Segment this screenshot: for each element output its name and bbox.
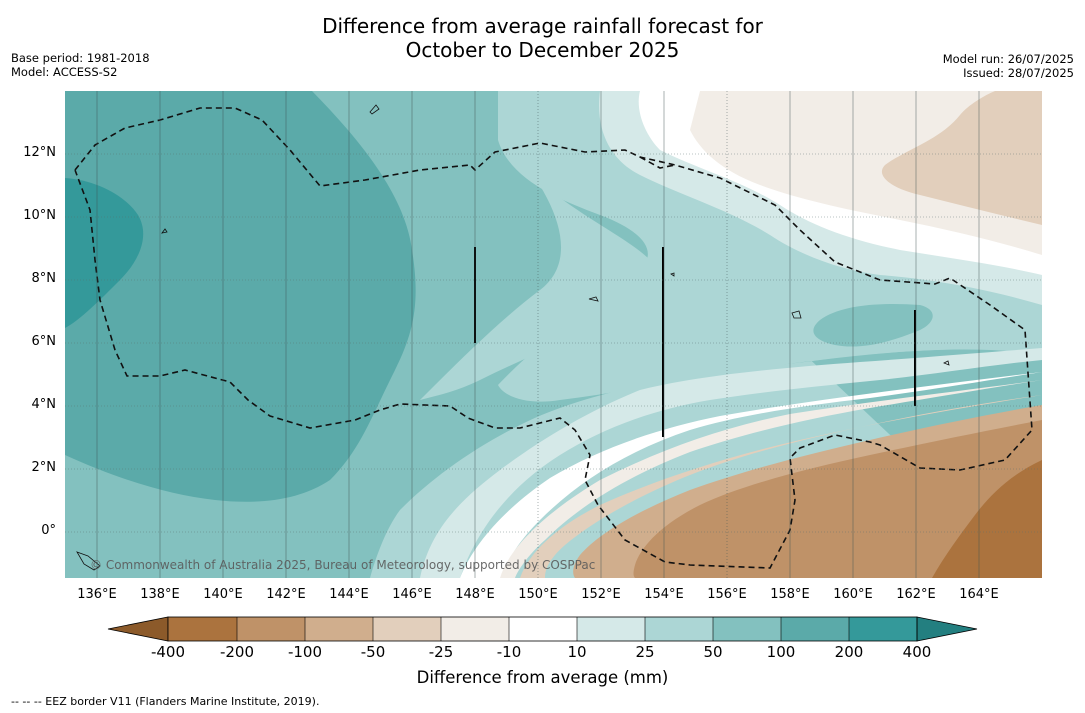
- colorbar-tick-neg100: -100: [287, 643, 323, 661]
- colorbar-swatch-2: [237, 617, 305, 641]
- eez-footnote: -- -- -- EEZ border V11 (Flanders Marine…: [11, 695, 320, 708]
- lon-label-156e: 156°E: [707, 587, 747, 602]
- colorbar-swatch-4: [373, 617, 441, 641]
- island-marks: [76, 104, 950, 571]
- graticule: [65, 153, 1042, 533]
- colorbar-swatch-3: [305, 617, 373, 641]
- lon-label-162e: 162°E: [896, 587, 936, 602]
- colorbar-swatch-1: [168, 617, 237, 641]
- lon-label-140e: 140°E: [203, 587, 243, 602]
- meta-left: Base period: 1981-2018 Model: ACCESS-S2: [11, 51, 150, 79]
- lat-label-8n: 8°N: [31, 271, 57, 286]
- copyright-notice: © Commonwealth of Australia 2025, Bureau…: [90, 558, 596, 572]
- contour-band-gt-400: [65, 178, 144, 328]
- lon-label-160e: 160°E: [833, 587, 873, 602]
- base-period: Base period: 1981-2018: [11, 51, 150, 65]
- colorbar-extend-low: [107, 616, 169, 642]
- colorbar-tick-200: 200: [834, 643, 864, 661]
- title-line-1: Difference from average rainfall forecas…: [322, 14, 763, 38]
- contour-band-200-400: [65, 91, 416, 502]
- rainfall-map-area: [65, 91, 1042, 578]
- colorbar-swatch-10: [781, 617, 849, 641]
- title-line-2: October to December 2025: [405, 38, 680, 62]
- colorbar-swatch-6: [509, 617, 577, 641]
- lat-label-12n: 12°N: [23, 145, 56, 160]
- contour-band-neg100-neg200: [633, 420, 1042, 578]
- lat-label-10n: 10°N: [23, 208, 56, 223]
- model-name: Model: ACCESS-S2: [11, 65, 118, 79]
- lon-label-138e: 138°E: [140, 587, 180, 602]
- meridians: [96, 91, 980, 578]
- contour-band-neg10-neg25: [500, 91, 1042, 578]
- lon-label-146e: 146°E: [392, 587, 432, 602]
- colorbar-tick-50: 50: [703, 643, 723, 661]
- colorbar-tick-neg400: -400: [150, 643, 186, 661]
- colorbar-tick-25: 25: [635, 643, 655, 661]
- colorbar: [107, 616, 978, 642]
- lat-label-4n: 4°N: [31, 397, 57, 412]
- colorbar-swatch-9: [713, 617, 781, 641]
- colorbar-swatch-7: [577, 617, 645, 641]
- colorbar-extend-high: [916, 616, 978, 642]
- contour-band-100-200-small: [813, 303, 933, 347]
- contour-band-neg25-neg50: [520, 91, 1042, 578]
- lat-label-6n: 6°N: [31, 334, 57, 349]
- issued-date: Issued: 28/07/2025: [963, 66, 1074, 80]
- lat-label-0: 0°: [41, 523, 56, 538]
- colorbar-tick-neg10: -10: [496, 643, 522, 661]
- contour-band-neg200-neg400: [932, 460, 1042, 578]
- colorbar-tick-10: 10: [567, 643, 587, 661]
- eez-border: [74, 107, 1033, 569]
- colorbar-tick-neg200: -200: [219, 643, 255, 661]
- colorbar-tick-400: 400: [902, 643, 932, 661]
- model-run: Model run: 26/07/2025: [942, 52, 1074, 66]
- lon-label-142e: 142°E: [266, 587, 306, 602]
- lon-label-164e: 164°E: [959, 587, 999, 602]
- lon-label-150e: 150°E: [518, 587, 558, 602]
- colorbar-tick-neg25: -25: [428, 643, 454, 661]
- colorbar-tick-neg50: -50: [360, 643, 386, 661]
- lon-label-148e: 148°E: [455, 587, 495, 602]
- meta-right: Model run: 26/07/2025 Issued: 28/07/2025: [943, 52, 1074, 80]
- lon-label-154e: 154°E: [644, 587, 684, 602]
- lon-label-158e: 158°E: [770, 587, 810, 602]
- lon-label-144e: 144°E: [329, 587, 369, 602]
- colorbar-title: Difference from average (mm): [416, 668, 669, 687]
- lon-label-152e: 152°E: [581, 587, 621, 602]
- colorbar-swatch-8: [645, 617, 713, 641]
- colorbar-tick-100: 100: [766, 643, 796, 661]
- colorbar-swatch-11: [849, 617, 917, 641]
- colorbar-swatch-5: [441, 617, 509, 641]
- eez-border-gap: [639, 156, 676, 169]
- lon-label-136e: 136°E: [77, 587, 117, 602]
- map-title: Difference from average rainfall forecas…: [0, 14, 1085, 62]
- lat-label-2n: 2°N: [31, 460, 57, 475]
